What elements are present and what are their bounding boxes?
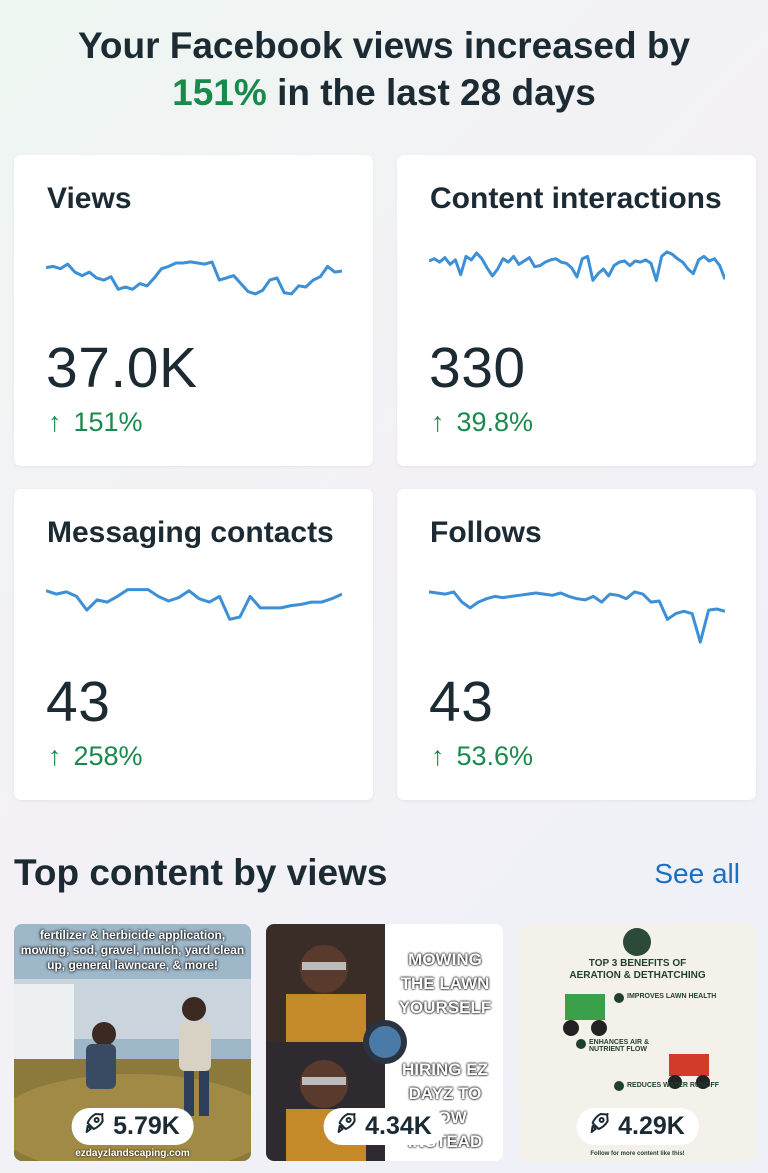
arrow-up-icon: ↑	[48, 407, 62, 437]
headline-percent: 151%	[172, 72, 267, 113]
top-content-item-3[interactable]: TOP 3 BENEFITS OF AERATION & DETHATCHING…	[519, 924, 756, 1161]
headline-line2: 151% in the last 28 days	[0, 69, 768, 116]
views-sparkline	[46, 260, 342, 296]
metric-label: Content interactions	[430, 182, 722, 215]
metric-card-views[interactable]: Views 37.0K ↑ 151%	[14, 155, 373, 466]
benefit-2: ENHANCES AIR & NUTRIENT FLOW	[589, 1039, 650, 1053]
metric-value: 37.0K	[46, 336, 198, 400]
arrow-up-icon: ↑	[48, 741, 62, 771]
metric-label: Messaging contacts	[47, 516, 334, 549]
sparkline-path	[46, 588, 342, 621]
infographic-heading: TOP 3 BENEFITS OF AERATION & DETHATCHING	[569, 958, 706, 981]
headline-period: in the last 28 days	[266, 72, 596, 113]
arrow-up-icon: ↑	[431, 407, 445, 437]
content-interactions-sparkline	[429, 250, 725, 282]
lawn-photo-image	[14, 924, 251, 1161]
metric-delta: ↑ 258%	[48, 741, 143, 772]
metric-card-content-interactions[interactable]: Content interactions 330 ↑ 39.8%	[397, 155, 756, 466]
views-count: 4.29K	[618, 1112, 685, 1140]
metric-card-messaging-contacts[interactable]: Messaging contacts 43 ↑ 258%	[14, 489, 373, 800]
views-badge: 4.29K	[576, 1108, 699, 1145]
delta-value: 151%	[73, 407, 143, 437]
delta-value: 258%	[73, 741, 143, 771]
views-badge: 4.34K	[323, 1108, 446, 1145]
sparkline-path	[429, 590, 725, 644]
follows-sparkline	[429, 590, 725, 644]
arrow-up-icon: ↑	[431, 741, 445, 771]
metric-value: 43	[46, 670, 111, 734]
benefit-1: IMPROVES LAWN HEALTH	[627, 993, 717, 1000]
metric-delta: ↑ 39.8%	[431, 407, 533, 438]
rocket-icon	[81, 1111, 105, 1142]
section-title-top-content: Top content by views	[14, 852, 388, 893]
views-count: 5.79K	[113, 1112, 180, 1140]
metric-label: Follows	[430, 516, 542, 549]
metric-value: 330	[429, 336, 526, 400]
sparkline-path	[429, 250, 725, 282]
headline: Your Facebook views increased by 151% in…	[0, 22, 768, 116]
infographic-image	[563, 928, 710, 1091]
rocket-icon	[586, 1111, 610, 1142]
metric-value: 43	[429, 670, 494, 734]
benefit-3: REDUCES WATER RUNOFF	[627, 1082, 720, 1089]
meme-bottom-text: HIRING EZ DAYZ TO MOW INSTEAD	[402, 1060, 488, 1151]
messaging-contacts-sparkline	[46, 588, 342, 621]
thumb-caption: fertilizer & herbicide application, mowi…	[20, 928, 245, 972]
rocket-icon	[333, 1111, 357, 1142]
views-badge: 5.79K	[71, 1108, 194, 1145]
metric-delta: ↑ 151%	[48, 407, 143, 438]
thumb-footer: ezdayzlandscaping.com	[75, 1148, 190, 1159]
sparkline-path	[46, 260, 342, 296]
delta-value: 53.6%	[456, 741, 534, 771]
views-count: 4.34K	[365, 1112, 432, 1140]
see-all-link[interactable]: See all	[654, 858, 740, 889]
top-content-item-2[interactable]: MOWING THE LAWN YOURSELF HIRING EZ DAYZ …	[266, 924, 503, 1161]
metric-card-follows[interactable]: Follows 43 ↑ 53.6%	[397, 489, 756, 800]
thumb-footer: Follow for more content like this!	[590, 1151, 685, 1157]
headline-line1: Your Facebook views increased by	[77, 25, 691, 66]
top-content-item-1[interactable]: fertilizer & herbicide application, mowi…	[14, 924, 251, 1161]
delta-value: 39.8%	[456, 407, 534, 437]
metric-label: Views	[47, 182, 132, 215]
meme-top-text: MOWING THE LAWN YOURSELF	[398, 950, 492, 1017]
metric-delta: ↑ 53.6%	[431, 741, 533, 772]
